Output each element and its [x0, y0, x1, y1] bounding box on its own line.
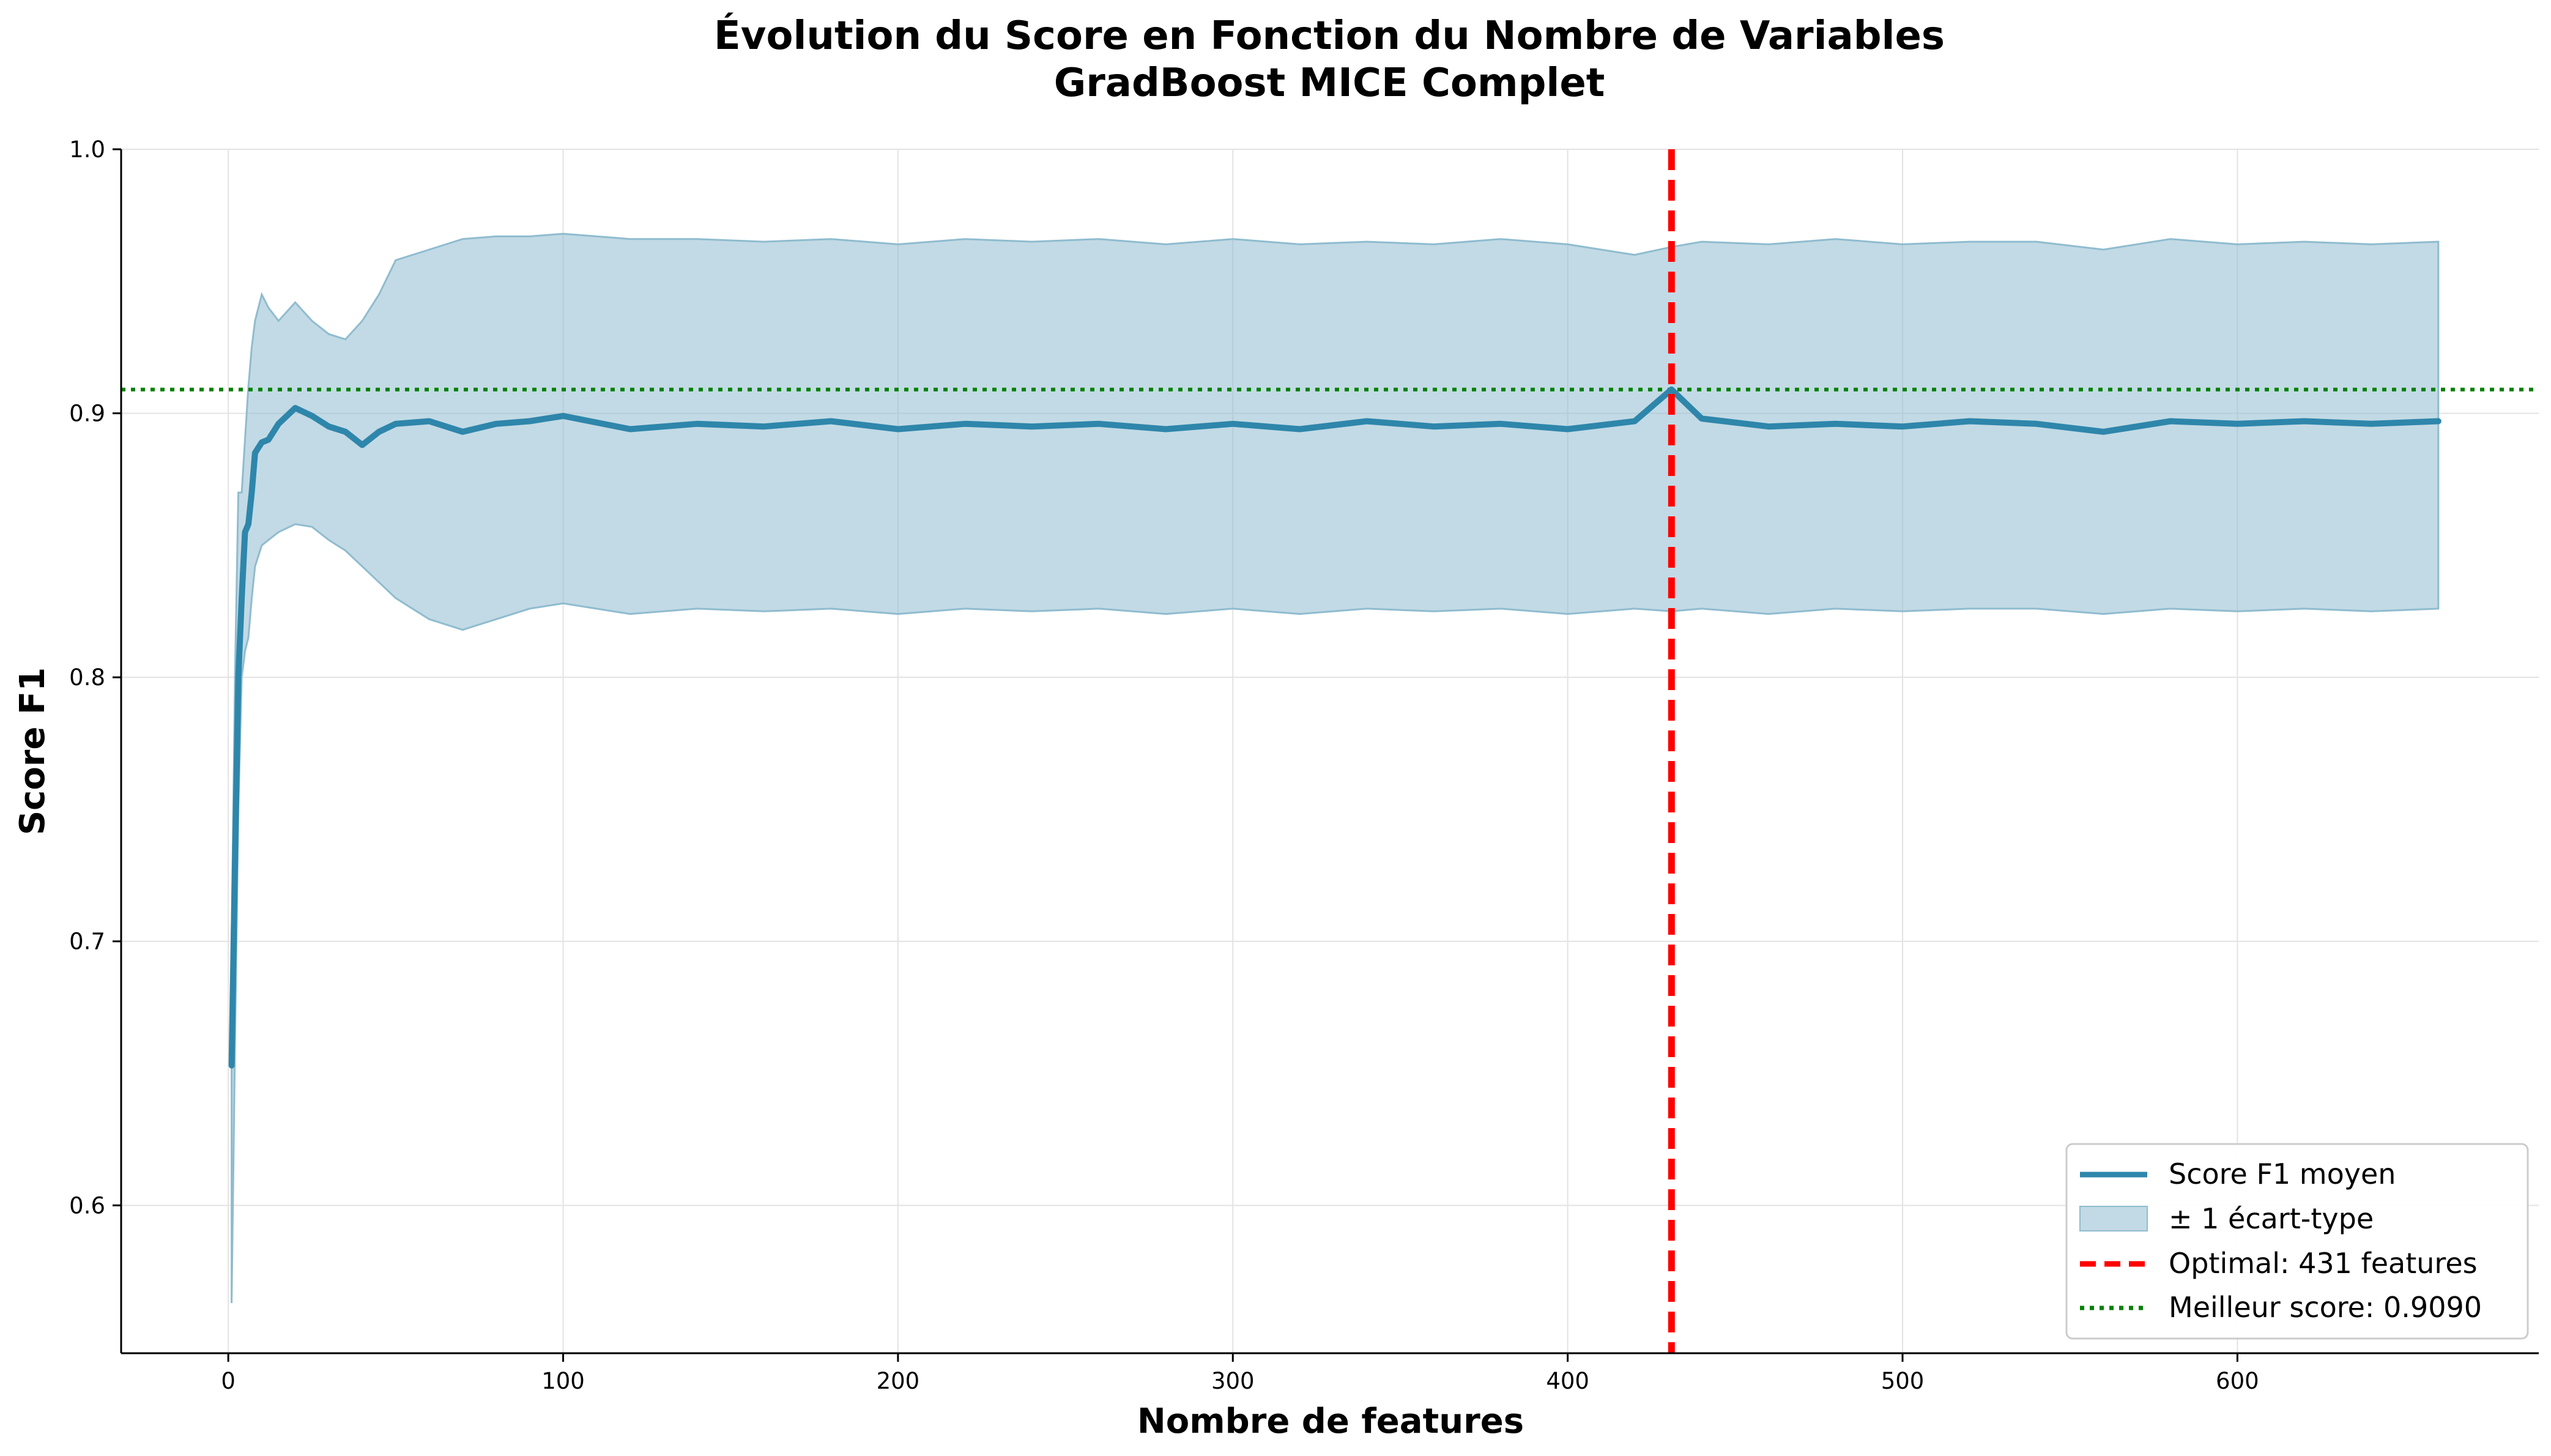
y-ticks: 0.6 0.7 0.8 0.9 1.0: [69, 136, 121, 1219]
y-tick-label: 0.8: [69, 664, 105, 691]
mean-score-line: [228, 386, 2441, 1069]
x-tick-label: 300: [1211, 1368, 1255, 1394]
y-tick-label: 0.7: [69, 929, 105, 955]
legend-box: [2065, 1143, 2529, 1340]
legend-label-optimal: Optimal: 431 features: [2169, 1247, 2478, 1280]
x-tick-label: 0: [221, 1368, 236, 1394]
x-tick-label: 100: [541, 1368, 585, 1394]
chart-subtitle: GradBoost MICE Complet: [1054, 61, 1605, 106]
x-tick-label: 400: [1546, 1368, 1589, 1394]
x-tick-label: 500: [1881, 1368, 1925, 1394]
legend-swatch-band: [2079, 1206, 2148, 1231]
chart-title: Évolution du Score en Fonction du Nombre…: [714, 12, 1945, 59]
std-band-area: [231, 232, 2440, 1304]
std-band: [231, 232, 2440, 1304]
y-tick-label: 0.9: [69, 401, 105, 427]
y-axis-label: Score F1: [13, 667, 53, 835]
legend-label-mean: Score F1 moyen: [2169, 1157, 2396, 1190]
mean-line: [228, 386, 2441, 1069]
axes: [120, 149, 2539, 1354]
legend-label-best: Meilleur score: 0.9090: [2169, 1291, 2482, 1324]
legend-label-band: ± 1 écart-type: [2169, 1202, 2374, 1235]
x-tick-label: 600: [2216, 1368, 2259, 1394]
legend: Score F1 moyen ± 1 écart-type Optimal: 4…: [2065, 1143, 2529, 1340]
x-ticks: 0 100 200 300 400 500 600: [221, 1353, 2259, 1394]
chart-titles: Évolution du Score en Fonction du Nombre…: [714, 12, 1945, 106]
x-tick-label: 200: [877, 1368, 920, 1394]
x-axis-label: Nombre de features: [1137, 1402, 1524, 1441]
y-tick-label: 0.6: [69, 1192, 105, 1219]
y-tick-label: 1.0: [69, 136, 105, 163]
